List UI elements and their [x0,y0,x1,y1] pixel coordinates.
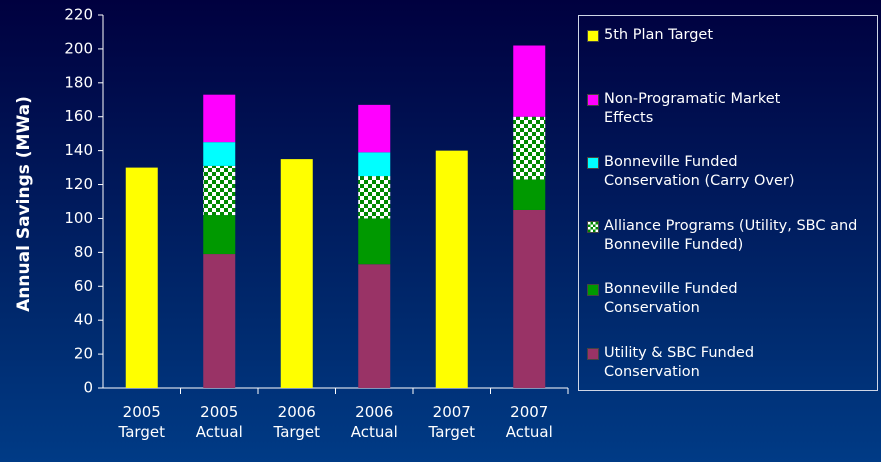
y-tick-label: 200 [64,39,93,57]
x-tick-label: 2007 Target [428,403,475,441]
legend-label: Bonneville Funded Conservation [604,281,738,316]
y-tick-label: 160 [64,107,93,125]
bar-segment [513,179,546,210]
legend-entry: 5th Plan Target [587,26,877,45]
legend-label: Bonneville Funded Conservation (Carry Ov… [604,154,795,189]
bar-segment [203,165,236,216]
bar-segment [513,45,546,117]
legend: 5th Plan Target Non-Programatic Market Ef… [578,15,878,391]
y-tick-label: 220 [64,6,93,24]
legend-swatch [587,220,599,233]
y-tick-label: 140 [64,141,93,159]
y-tick-label: 20 [74,345,93,363]
bar-segment [203,254,236,388]
legend-entry: Bonneville Funded Conservation [587,280,877,318]
legend-entry: Bonneville Funded Conservation (Carry Ov… [587,153,877,191]
x-tick-label: 2006 Actual [350,403,398,441]
legend-label: 5th Plan Target [604,27,714,43]
legend-label: Utility & SBC Funded Conservation [604,344,755,380]
legend-entry: Non-Programatic Market Effects [587,90,877,128]
x-tick-label: 2005 Target [118,403,165,441]
bar-segment [358,104,391,153]
legend-entry: Utility & SBC Funded Conservation [587,344,877,382]
y-tick-label: 100 [64,209,93,227]
legend-swatch [587,284,599,296]
y-tick-label: 80 [74,243,93,261]
bar-segment [358,264,391,388]
bar-segment [358,152,391,177]
y-tick-label: 60 [74,277,93,295]
legend-swatch [587,347,599,360]
y-tick-label: 180 [64,73,93,91]
bar-segment [280,159,313,388]
bar-segment [513,209,546,388]
bar-segment [203,215,236,255]
bar-segment [358,218,391,265]
bar-segment [203,94,236,143]
legend-label: Non-Programatic Market Effects [604,90,781,126]
x-tick-label: 2007 Actual [505,403,553,441]
bar-segment [435,150,468,388]
y-axis-title: Annual Savings (MWa) [14,96,34,312]
x-tick-label: 2005 Actual [195,403,243,441]
y-tick-label: 0 [83,379,93,397]
legend-swatch [587,93,599,106]
bar-segment [358,176,391,219]
bar-segment [513,116,546,180]
x-tick-label: 2006 Target [273,403,320,441]
y-tick-label: 40 [74,311,93,329]
bar-segment [125,167,158,388]
legend-entry: Alliance Programs (Utility, SBC and Bonn… [587,217,877,255]
legend-label: Alliance Programs (Utility, SBC and Bonn… [604,217,858,253]
y-tick-label: 120 [64,175,93,193]
legend-swatch [587,30,599,42]
bar-segment [203,142,236,166]
legend-swatch [587,157,599,169]
